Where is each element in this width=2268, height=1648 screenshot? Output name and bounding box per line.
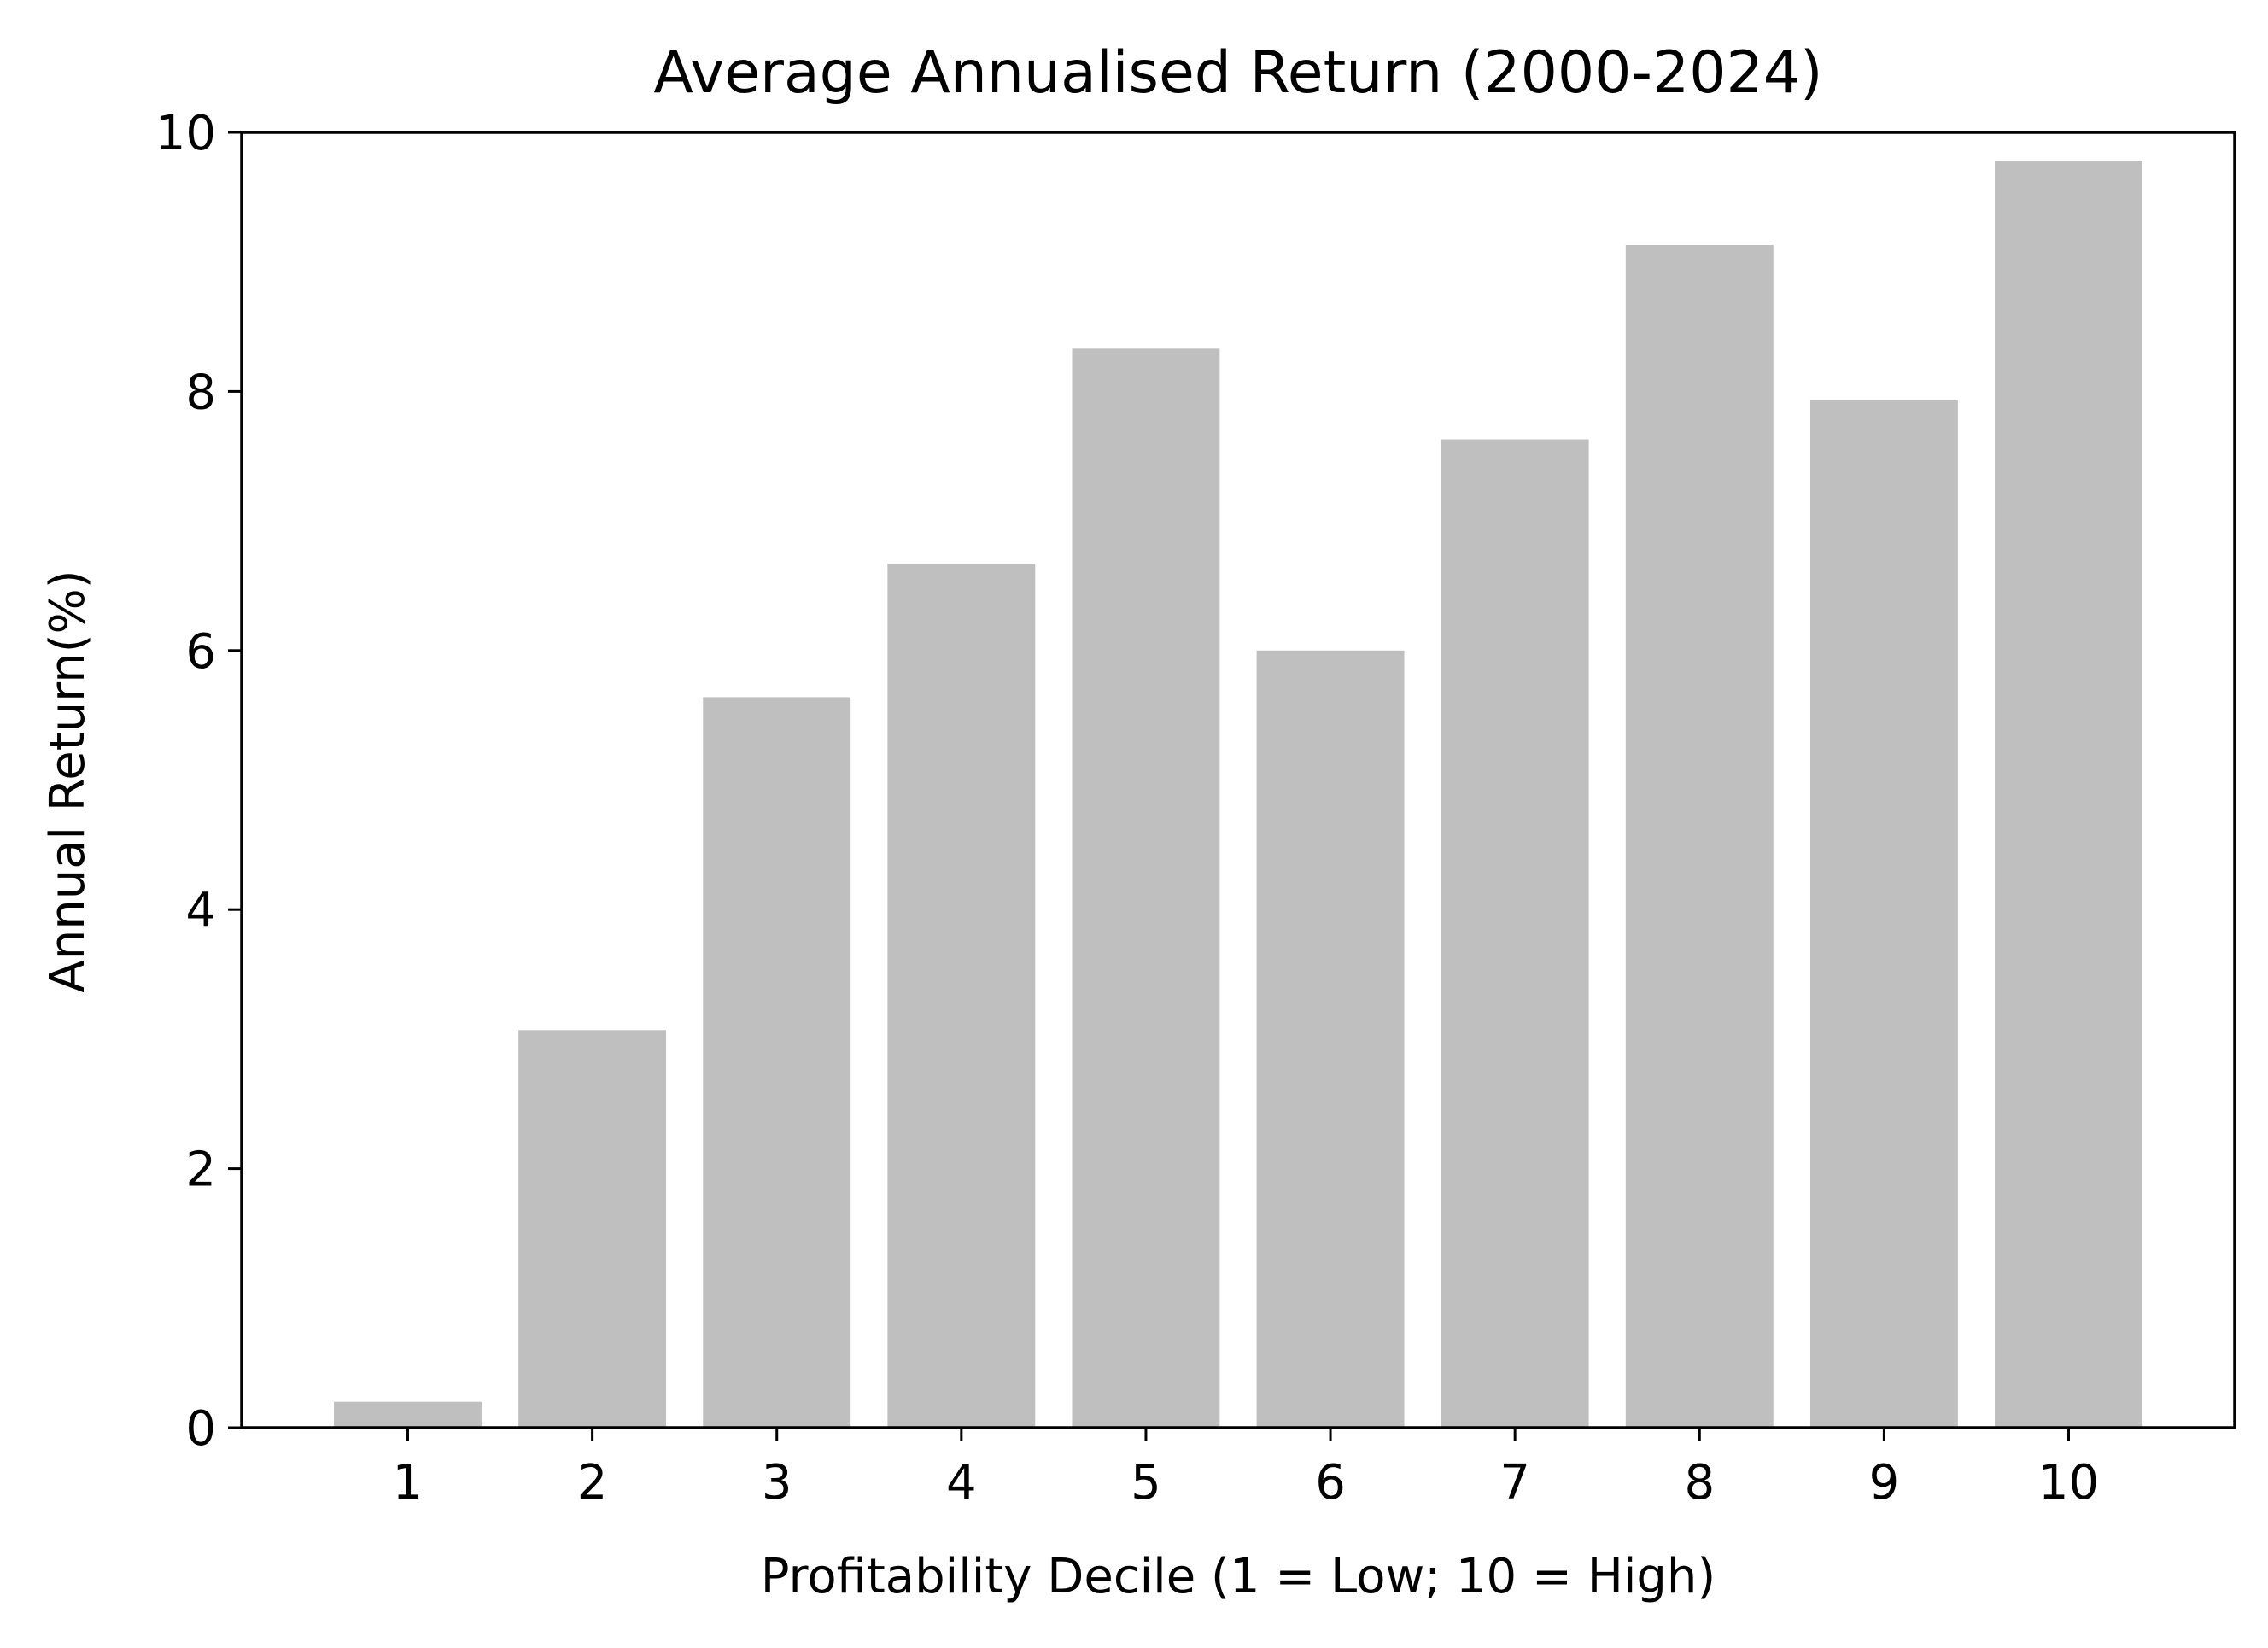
y-tick-label: 10 [155, 106, 216, 161]
bar-decile-5 [1072, 348, 1220, 1428]
bar-decile-10 [1995, 161, 2142, 1428]
y-tick-label: 6 [185, 624, 216, 680]
bar-decile-3 [703, 697, 851, 1428]
x-tick-label: 9 [1869, 1455, 1900, 1511]
plot-area-frame [240, 131, 2236, 1429]
bar-decile-8 [1625, 244, 1774, 1428]
y-tick-label: 2 [185, 1142, 216, 1198]
y-tick-label: 4 [185, 883, 216, 938]
y-tick-label: 0 [185, 1401, 216, 1457]
bar-decile-7 [1441, 439, 1589, 1428]
x-tick-label: 1 [393, 1455, 424, 1511]
x-tick-label: 3 [762, 1455, 792, 1511]
x-tick-label: 6 [1315, 1455, 1346, 1511]
bar-decile-6 [1256, 650, 1405, 1428]
y-tick-label: 8 [185, 365, 216, 420]
bar-decile-2 [518, 1030, 667, 1428]
x-axis-ticks: 1 2 3 4 5 6 7 8 9 10 [393, 1428, 2099, 1511]
bar-decile-1 [334, 1401, 482, 1428]
x-tick-label: 10 [2038, 1455, 2099, 1511]
bar-decile-9 [1809, 400, 1958, 1428]
chart-title: Average Annualised Return (2000-2024) [653, 39, 1822, 107]
bar-decile-4 [887, 564, 1036, 1428]
x-tick-label: 4 [946, 1455, 977, 1511]
y-axis-label: Annual Return(%) [40, 570, 96, 992]
bars-layer [334, 161, 2142, 1428]
x-tick-label: 8 [1684, 1455, 1715, 1511]
y-axis-ticks: 0 2 4 6 8 10 [155, 106, 242, 1457]
x-tick-label: 2 [577, 1455, 608, 1511]
x-tick-label: 7 [1499, 1455, 1530, 1511]
x-tick-label: 5 [1131, 1455, 1161, 1511]
x-axis-label: Profitability Decile (1 = Low; 10 = High… [761, 1549, 1716, 1604]
